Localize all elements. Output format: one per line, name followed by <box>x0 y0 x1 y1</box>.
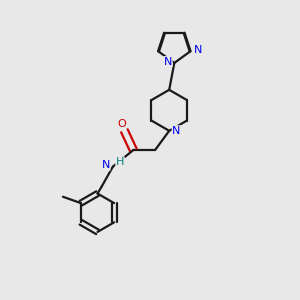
Text: H: H <box>116 157 124 167</box>
Text: O: O <box>117 119 126 129</box>
Text: N: N <box>172 126 181 136</box>
Text: N: N <box>194 45 202 55</box>
Text: N: N <box>164 57 172 67</box>
Text: N: N <box>101 160 110 170</box>
